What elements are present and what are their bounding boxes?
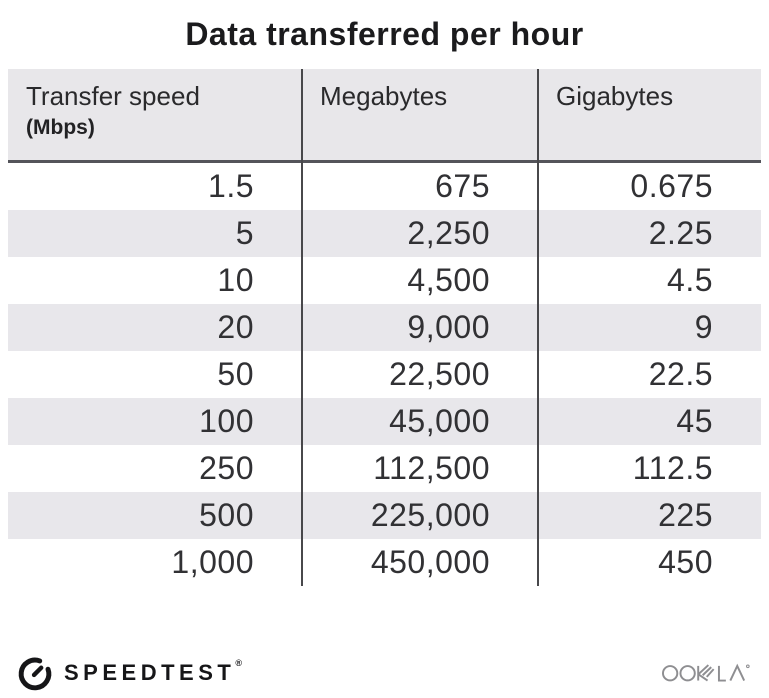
cell-speed: 100 [199, 403, 254, 439]
cell-gigabytes: 45 [676, 403, 713, 439]
table-row: 20 9,000 9 [8, 304, 761, 351]
cell-gigabytes: 22.5 [648, 356, 713, 392]
table-row: 1.5 675 0.675 [8, 163, 761, 210]
table-body: 1.5 675 0.675 5 2,250 2.25 10 4,500 4.5 … [8, 163, 761, 586]
cell-megabytes: 45,000 [389, 403, 490, 439]
cell-megabytes: 675 [435, 168, 490, 204]
cell-speed: 500 [199, 497, 254, 533]
cell-megabytes: 450,000 [370, 544, 490, 580]
column-divider [537, 69, 539, 586]
data-table: Transfer speed (Mbps) Megabytes Gigabyte… [8, 69, 761, 586]
cell-gigabytes: 0.675 [630, 168, 713, 204]
cell-megabytes: 22,500 [389, 356, 490, 392]
cell-speed: 10 [217, 262, 254, 298]
cell-megabytes: 9,000 [407, 309, 490, 345]
header-label: Transfer speed [26, 81, 200, 111]
ookla-wordmark [661, 663, 750, 682]
header-cell-megabytes: Megabytes [302, 69, 538, 160]
cell-gigabytes: 2.25 [648, 215, 713, 251]
table-row: 100 45,000 45 [8, 398, 761, 445]
ookla-logo [661, 661, 758, 688]
cell-gigabytes: 450 [658, 544, 713, 580]
cell-gigabytes: 112.5 [632, 450, 713, 486]
table-row: 1,000 450,000 450 [8, 539, 761, 586]
page-title: Data transferred per hour [185, 16, 584, 52]
table-row: 10 4,500 4.5 [8, 257, 761, 304]
cell-gigabytes: 4.5 [667, 262, 713, 298]
cell-speed: 250 [199, 450, 254, 486]
header-label: Gigabytes [556, 81, 674, 111]
cell-megabytes: 4,500 [407, 262, 490, 298]
header-cell-transfer-speed: Transfer speed (Mbps) [8, 69, 302, 160]
table-header: Transfer speed (Mbps) Megabytes Gigabyte… [8, 69, 761, 163]
cell-speed: 50 [217, 356, 254, 392]
cell-gigabytes: 9 [694, 309, 713, 345]
registered-mark: ® [235, 658, 242, 668]
cell-megabytes: 225,000 [370, 497, 490, 533]
speedtest-logo: SPEEDTEST® [14, 650, 242, 696]
table-row: 250 112,500 112.5 [8, 445, 761, 492]
cell-speed: 20 [217, 309, 254, 345]
table-row: 5 2,250 2.25 [8, 210, 761, 257]
table-row: 50 22,500 22.5 [8, 351, 761, 398]
cell-speed: 1,000 [171, 544, 254, 580]
cell-megabytes: 2,250 [407, 215, 490, 251]
brand-name-text: SPEEDTEST [64, 660, 236, 685]
header-unit-label: (Mbps) [26, 116, 95, 140]
speedtest-wordmark: SPEEDTEST® [64, 658, 242, 686]
cell-speed: 5 [235, 215, 254, 251]
cell-megabytes: 112,500 [373, 450, 490, 486]
header-label: Megabytes [320, 81, 448, 111]
column-divider [301, 69, 303, 586]
cell-gigabytes: 225 [658, 497, 713, 533]
speedtest-gauge-icon [18, 657, 52, 691]
table-row: 500 225,000 225 [8, 492, 761, 539]
header-cell-gigabytes: Gigabytes [538, 69, 761, 160]
cell-speed: 1.5 [208, 168, 254, 204]
